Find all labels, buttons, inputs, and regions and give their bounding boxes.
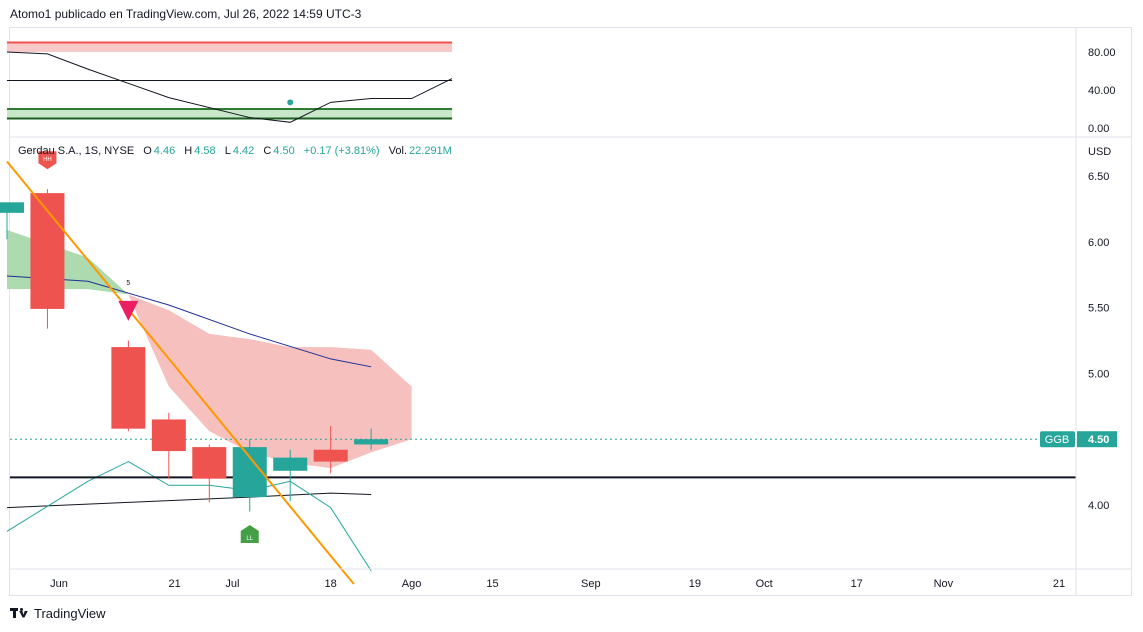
candle-body [313,449,348,462]
legend-high-label: H [184,145,193,157]
legend-low: 4.42 [232,145,255,157]
candle-body [273,457,308,471]
price-tick-label: 5.50 [1088,303,1109,315]
time-tick-label: 18 [325,578,337,590]
legend-change: +0.17 (+3.81%) [303,145,380,157]
legend-open-label: O [143,145,152,157]
osc-tick-label: 80.00 [1088,47,1116,59]
ll-marker [240,524,259,543]
legend-low-label: L [224,145,231,157]
time-tick-label: Jul [225,578,239,590]
hh-marker-label: HH [43,157,52,163]
ticker-tag-label: GGB [1045,434,1069,446]
legend-high: 4.58 [194,145,216,157]
oversold-band [6,109,453,119]
chart-legend: Gerdau S.A., 1S, NYSE O 4.46 H 4.58 L 4.42 … [18,145,454,157]
cloud-red [128,294,412,469]
footer-brand-label: TradingView [34,606,106,621]
osc-tick-label: 40.00 [1088,85,1116,97]
moving-average-navy [6,275,372,368]
time-tick-label: 19 [689,578,701,590]
time-tick-label: Oct [756,578,773,590]
candle-body [354,439,389,445]
time-tick-label: 21 [168,578,180,590]
candle-body [30,193,65,309]
time-tick-label: Ago [402,578,422,590]
price-pane: HH 5 LL [0,151,1076,585]
price-tick-label: 6.00 [1088,237,1109,249]
tradingview-logo-icon [10,607,30,620]
osc-tick-label: 0.00 [1088,123,1109,135]
overbought-band [6,42,453,52]
legend-close-label: C [263,145,272,157]
currency-label: USD [1088,146,1111,158]
ll-marker-label: LL [246,536,253,542]
time-tick-label: 17 [851,578,863,590]
price-tick-label: 4.00 [1088,500,1109,512]
time-tick-label: Sep [581,578,601,590]
chart-frame [9,27,1132,596]
axes: 0.00 40.00 80.00 USD 4.00 5.00 5.50 6.00 6.50 GGB… [10,28,1131,595]
chart-attribution: Atomo1 publicado en TradingView.com, Jul… [10,7,362,21]
trendline [6,160,355,585]
hh-marker [38,151,57,170]
legend-open: 4.46 [153,145,176,157]
candle-body [0,202,24,213]
candle-body [111,347,146,429]
price-tag [1077,431,1117,448]
wave-label: 5 [126,280,130,287]
candle-body [151,419,186,452]
candle-body [192,447,227,479]
time-tick-label: Jun [50,578,68,590]
legend-vol: 22.291M [409,145,452,157]
time-tick-label: 15 [486,578,498,590]
footer-brand[interactable]: TradingView [10,606,106,621]
price-tick-label: 6.50 [1088,171,1109,183]
ticker-tag [1040,431,1075,448]
legend-symbol: Gerdau S.A., 1S, NYSE [18,145,135,157]
time-tick-label: 21 [1053,578,1065,590]
moving-average-black [6,492,372,509]
cloud-green [6,229,129,295]
oscillator-dot [287,99,294,106]
price-tick-label: 5.00 [1088,368,1109,380]
oscillator-line [6,51,453,123]
sell-triangle [118,300,139,321]
time-tick-label: Nov [934,578,954,590]
legend-vol-label: Vol. [388,145,408,157]
price-tag-label: 4.50 [1088,434,1109,446]
oscillator-pane [6,41,453,123]
legend-close: 4.50 [273,145,295,157]
